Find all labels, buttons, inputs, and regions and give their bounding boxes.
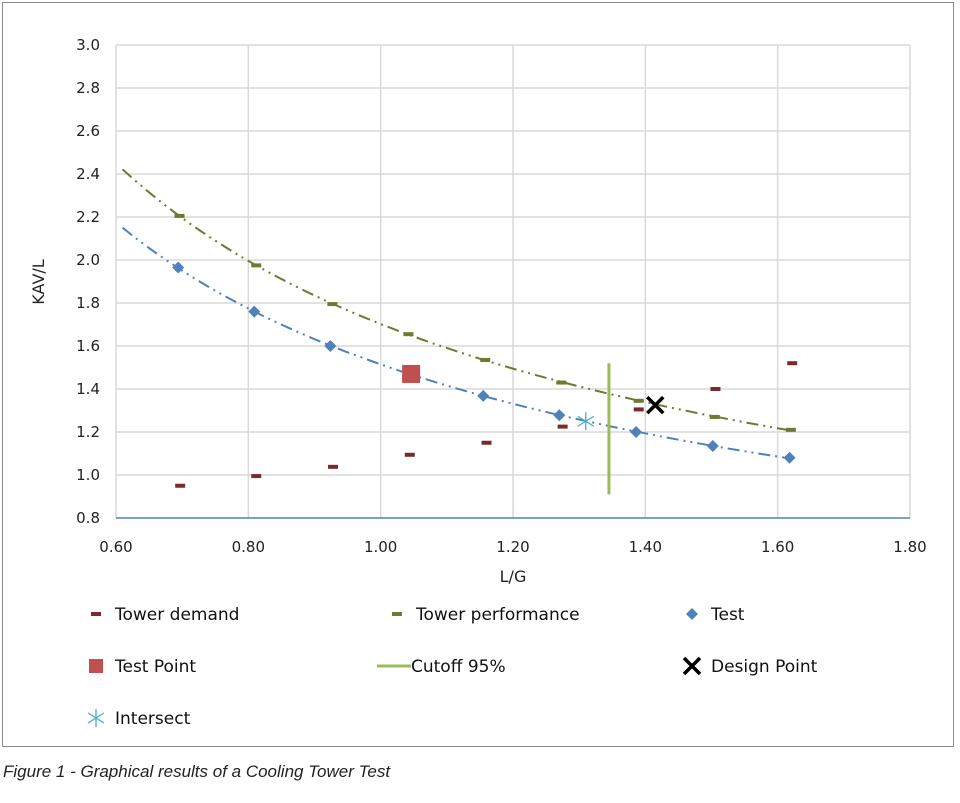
y-tick-label: 0.8 [76, 509, 100, 527]
test-point [706, 439, 719, 452]
legend-label: Test [710, 605, 745, 625]
y-tick-label: 1.6 [76, 337, 100, 355]
tower-performance-trendline [121, 168, 792, 432]
tower-performance-point [480, 357, 491, 362]
legend-label: Intersect [115, 709, 191, 729]
x-tick-label: 1.40 [629, 538, 662, 556]
x-tick-label: 1.60 [761, 538, 794, 556]
x-tick-label: 1.20 [496, 538, 529, 556]
tower-demand-point [404, 452, 415, 457]
legend-item-tower-performance: Tower performance [392, 605, 580, 625]
test-point-point [402, 364, 421, 383]
test-point [172, 261, 185, 274]
y-tick-label: 2.6 [76, 122, 100, 140]
test-trendline [121, 226, 790, 460]
y-tick-label: 1.0 [76, 466, 100, 484]
tower-performance-point [556, 380, 567, 385]
y-tick-label: 3.0 [76, 36, 100, 54]
tower-performance-point [785, 427, 796, 432]
x-tick-label: 1.80 [893, 538, 926, 556]
y-axis-label: KAV/L [29, 259, 48, 304]
tower-demand-point [787, 361, 798, 366]
tower-demand-point [557, 424, 568, 429]
tower-demand-point [481, 440, 492, 445]
x-axis-label: L/G [500, 567, 527, 586]
legend-item-test-point: Test Point [89, 657, 196, 677]
y-tick-label: 1.4 [76, 380, 100, 398]
legend-label: Tower performance [415, 605, 580, 625]
tower-demand-point [251, 474, 262, 479]
y-tick-label: 2.0 [76, 251, 100, 269]
test-point [783, 451, 796, 464]
legend-label: Cutoff 95% [411, 657, 506, 677]
legend-label: Tower demand [114, 605, 239, 625]
tower-demand-point [633, 407, 644, 412]
y-tick-label: 2.2 [76, 208, 100, 226]
legend-swatch [682, 656, 702, 676]
y-tick-label: 1.2 [76, 423, 100, 441]
legend-item-test: Test [686, 605, 745, 625]
legend-item-intersect: Intersect [87, 709, 191, 729]
legend-swatch [89, 659, 103, 673]
legend-item-cutoff-95-: Cutoff 95% [377, 657, 506, 677]
y-tick-label: 2.8 [76, 79, 100, 97]
x-tick-label: 1.00 [364, 538, 397, 556]
legend-swatch [87, 709, 105, 727]
tower-performance-point [327, 302, 338, 307]
tower-demand-point [175, 483, 186, 488]
intersect-point [577, 412, 595, 431]
x-tick-label: 0.60 [99, 538, 132, 556]
legend-item-design-point: Design Point [682, 656, 818, 677]
legend-swatch [686, 608, 698, 620]
tower-performance-point [174, 213, 185, 218]
chart: 0.8 1.0 1.2 1.4 1.6 1.8 2.0 2.2 2.4 2.6 2.8 3.0 0.60… [29, 36, 927, 729]
x-tick-label: 0.80 [232, 538, 265, 556]
figure-caption: Figure 1 - Graphical results of a Coolin… [3, 762, 391, 781]
chart-frame [2, 2, 954, 747]
y-tick-label: 2.4 [76, 165, 100, 183]
legend-label: Design Point [711, 657, 818, 677]
y-tick-label: 1.8 [76, 294, 100, 312]
legend-item-tower-demand: Tower demand [91, 605, 239, 625]
tower-performance-point [633, 398, 644, 403]
tower-performance-point [403, 332, 414, 337]
design-point-point [646, 395, 665, 415]
tower-demand-point [328, 464, 339, 469]
test-point [553, 409, 566, 422]
test-point [630, 426, 643, 438]
test-point [477, 389, 490, 402]
legend-swatch [392, 612, 402, 616]
tower-demand-point [710, 387, 721, 391]
legend-swatch [91, 612, 101, 616]
legend-label: Test Point [114, 657, 196, 677]
tower-performance-point [251, 263, 262, 268]
test-point [248, 305, 261, 318]
tower-performance-point [709, 414, 720, 419]
test-point [324, 340, 337, 352]
